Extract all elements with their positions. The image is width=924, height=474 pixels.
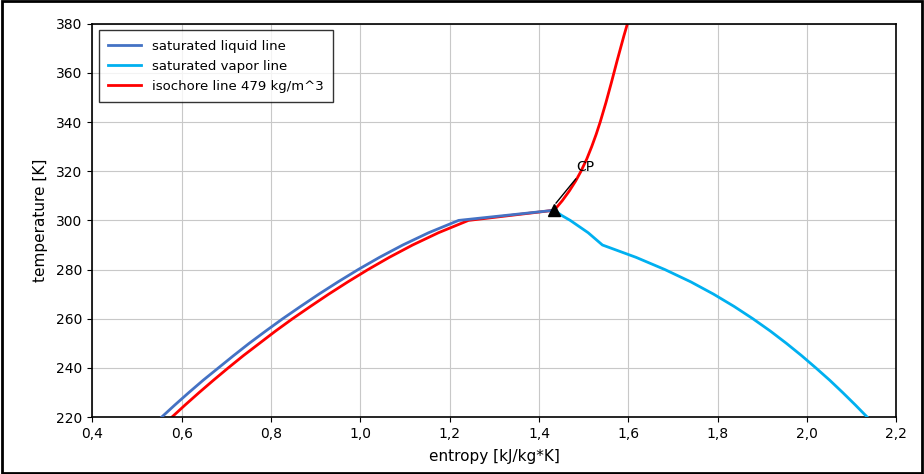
isochore line 479 kg/m^3 (612, 58, 623, 64)
isochore line 479 kg/m^3 (586, 144, 597, 149)
isochore line 479 kg/m^3 (570, 178, 581, 184)
isochore line 479 kg/m^3 (208, 377, 219, 383)
saturated vapor line (810, 365, 821, 371)
saturated liquid line (228, 353, 239, 358)
saturated liquid line (169, 402, 180, 408)
saturated liquid line (156, 414, 167, 420)
saturated vapor line (556, 213, 567, 219)
isochore line 479 kg/m^3 (305, 304, 316, 310)
isochore line 479 kg/m^3 (166, 414, 177, 420)
isochore line 479 kg/m^3 (223, 365, 234, 371)
isochore line 479 kg/m^3 (287, 316, 298, 321)
saturated vapor line (630, 255, 641, 260)
isochore line 479 kg/m^3 (590, 131, 602, 137)
saturated vapor line (781, 340, 792, 346)
saturated liquid line (183, 390, 194, 395)
isochore line 479 kg/m^3 (433, 230, 444, 236)
isochore line 479 kg/m^3 (194, 390, 205, 395)
isochore line 479 kg/m^3 (556, 198, 567, 204)
saturated liquid line (353, 267, 364, 273)
saturated liquid line (374, 255, 385, 260)
saturated liquid line (397, 242, 408, 248)
Text: CP: CP (556, 160, 595, 203)
isochore line 479 kg/m^3 (622, 21, 633, 27)
isochore line 479 kg/m^3 (463, 218, 474, 223)
saturated liquid line (333, 279, 344, 285)
isochore line 479 kg/m^3 (601, 100, 612, 105)
isochore line 479 kg/m^3 (618, 33, 629, 39)
saturated liquid line (277, 316, 288, 321)
saturated vapor line (660, 267, 671, 273)
X-axis label: entropy [kJ/kg*K]: entropy [kJ/kg*K] (429, 449, 560, 464)
isochore line 479 kg/m^3 (581, 156, 592, 162)
saturated vapor line (729, 304, 740, 310)
isochore line 479 kg/m^3 (606, 80, 617, 85)
saturated liquid line (261, 328, 272, 334)
saturated liquid line (313, 292, 324, 297)
Y-axis label: temperature [K]: temperature [K] (33, 159, 48, 282)
saturated vapor line (597, 242, 608, 248)
isochore line 479 kg/m^3 (595, 119, 606, 125)
isochore line 479 kg/m^3 (549, 208, 560, 213)
Legend: saturated liquid line, saturated vapor line, isochore line 479 kg/m^3: saturated liquid line, saturated vapor l… (99, 30, 333, 102)
Line: saturated vapor line: saturated vapor line (554, 210, 868, 417)
saturated vapor line (824, 377, 835, 383)
isochore line 479 kg/m^3 (180, 402, 191, 408)
saturated vapor line (850, 402, 861, 408)
saturated liquid line (213, 365, 224, 371)
isochore line 479 kg/m^3 (323, 292, 334, 297)
saturated vapor line (582, 230, 593, 236)
saturated liquid line (198, 377, 209, 383)
Line: saturated liquid line: saturated liquid line (162, 210, 554, 417)
isochore line 479 kg/m^3 (564, 188, 575, 194)
isochore line 479 kg/m^3 (362, 267, 373, 273)
saturated vapor line (837, 390, 848, 395)
saturated liquid line (295, 304, 306, 310)
isochore line 479 kg/m^3 (237, 353, 249, 358)
saturated liquid line (549, 208, 560, 213)
saturated vapor line (549, 208, 560, 213)
isochore line 479 kg/m^3 (407, 242, 419, 248)
saturated liquid line (453, 218, 464, 223)
isochore line 479 kg/m^3 (576, 168, 587, 174)
isochore line 479 kg/m^3 (254, 340, 265, 346)
saturated vapor line (686, 279, 697, 285)
isochore line 479 kg/m^3 (270, 328, 281, 334)
saturated vapor line (565, 218, 576, 223)
saturated liquid line (244, 340, 255, 346)
saturated vapor line (708, 292, 719, 297)
saturated vapor line (748, 316, 759, 321)
Line: isochore line 479 kg/m^3: isochore line 479 kg/m^3 (172, 24, 627, 417)
isochore line 479 kg/m^3 (383, 255, 395, 260)
saturated vapor line (862, 414, 873, 420)
isochore line 479 kg/m^3 (342, 279, 353, 285)
saturated vapor line (765, 328, 776, 334)
saturated vapor line (796, 353, 808, 358)
saturated liquid line (423, 230, 434, 236)
